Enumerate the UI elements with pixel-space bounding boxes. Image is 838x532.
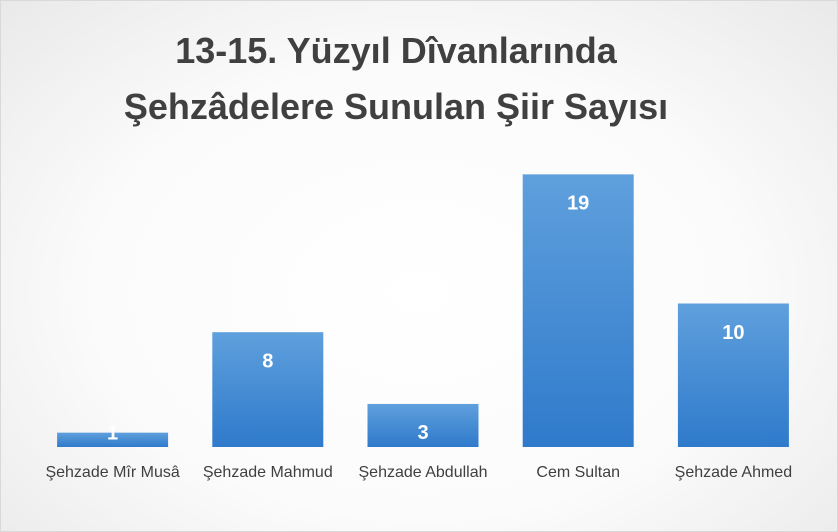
data-label: 10 [722,322,744,344]
x-tick-label: Şehzade Mîr Musâ [45,464,180,481]
data-label: 8 [262,350,273,372]
bar [677,303,789,447]
bar [367,403,479,447]
x-tick-label: Şehzade Mahmud [202,464,333,481]
x-tick-label: Cem Sultan [536,464,620,481]
data-label: 1 [107,422,118,444]
x-tick-label: Şehzade Abdullah [358,464,488,481]
bar [522,174,634,447]
chart-title: 13-15. Yüzyıl Dîvanlarında Şehzâdelere S… [123,30,669,127]
data-label: 3 [417,422,428,444]
bar [57,432,169,447]
bar [212,332,324,447]
x-tick-label: Şehzade Ahmed [674,464,793,481]
data-label: 19 [567,193,589,215]
